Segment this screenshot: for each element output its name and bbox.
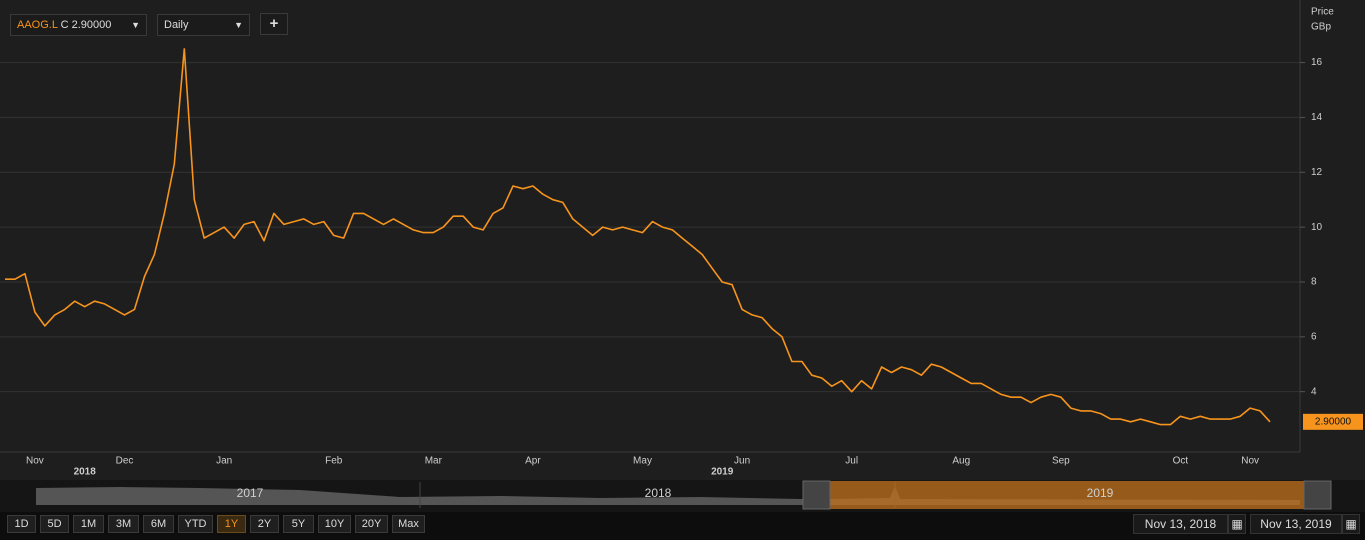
y-axis-label: Price xyxy=(1311,7,1334,18)
symbol: AAOG.L xyxy=(17,19,58,31)
y-tick-label: 14 xyxy=(1311,112,1323,123)
date-to[interactable]: Nov 13, 2019 xyxy=(1250,514,1342,534)
last-price-label: 2.90000 xyxy=(1315,416,1352,427)
y-tick-label: 4 xyxy=(1311,386,1317,397)
navigator-year: 2019 xyxy=(1087,486,1114,500)
range-button[interactable]: 20Y xyxy=(355,515,388,533)
x-tick-label: May xyxy=(633,456,652,467)
range-button[interactable]: 2Y xyxy=(250,515,279,533)
range-button[interactable]: 10Y xyxy=(318,515,351,533)
last-price-marker xyxy=(1303,413,1363,430)
range-button[interactable]: YTD xyxy=(178,515,213,533)
x-tick-label: Nov xyxy=(1241,456,1259,467)
y-tick-label: 8 xyxy=(1311,277,1317,288)
calendar-icon[interactable]: ▦ xyxy=(1228,514,1246,534)
add-button[interactable]: + xyxy=(260,13,288,35)
range-button[interactable]: 5Y xyxy=(283,515,314,533)
dropdown-arrow[interactable]: ▼ xyxy=(234,20,243,30)
y-axis-label: GBp xyxy=(1311,22,1331,33)
date-from[interactable]: Nov 13, 2018 xyxy=(1133,514,1228,534)
navigator-selection[interactable] xyxy=(830,481,1304,509)
x-tick-label: Oct xyxy=(1173,456,1189,467)
range-button[interactable]: Max xyxy=(392,515,425,533)
x-tick-label: Feb xyxy=(325,456,343,467)
plot-background xyxy=(0,0,1365,480)
close-label: C 2.90000 xyxy=(60,19,112,31)
x-tick-label: Jan xyxy=(216,456,232,467)
interval: Daily xyxy=(164,19,189,31)
navigator-handle[interactable] xyxy=(1303,480,1332,510)
x-tick-label: Mar xyxy=(425,456,443,467)
x-tick-label: Sep xyxy=(1052,456,1070,467)
y-tick-label: 6 xyxy=(1311,331,1317,342)
range-button[interactable]: 6M xyxy=(143,515,174,533)
navigator-year: 2017 xyxy=(237,486,264,500)
dropdown-arrow[interactable]: ▼ xyxy=(131,20,140,30)
calendar-icon[interactable]: ▦ xyxy=(1342,514,1360,534)
range-button[interactable]: 3M xyxy=(108,515,139,533)
symbol-box[interactable]: AAOG.L C 2.90000 ▼ xyxy=(10,14,147,36)
navigator-year: 2018 xyxy=(645,486,672,500)
y-tick-label: 10 xyxy=(1311,222,1323,233)
x-tick-label: Jul xyxy=(845,456,858,467)
x-tick-label: Nov xyxy=(26,456,44,467)
x-tick-label: Jun xyxy=(734,456,750,467)
x-year-label: 2018 xyxy=(74,467,97,478)
x-tick-label: Dec xyxy=(116,456,134,467)
interval-box[interactable]: Daily ▼ xyxy=(157,14,250,36)
y-tick-label: 16 xyxy=(1311,57,1323,68)
x-tick-label: Aug xyxy=(952,456,970,467)
price-line xyxy=(5,48,1271,426)
range-button[interactable]: 1Y xyxy=(217,515,246,533)
x-tick-label: Apr xyxy=(525,456,541,467)
navigator-handle[interactable] xyxy=(802,480,831,510)
range-button[interactable]: 1M xyxy=(73,515,104,533)
range-button[interactable]: 1D xyxy=(7,515,36,533)
y-tick-label: 12 xyxy=(1311,167,1323,178)
range-button[interactable]: 5D xyxy=(40,515,69,533)
x-year-label: 2019 xyxy=(711,467,734,478)
